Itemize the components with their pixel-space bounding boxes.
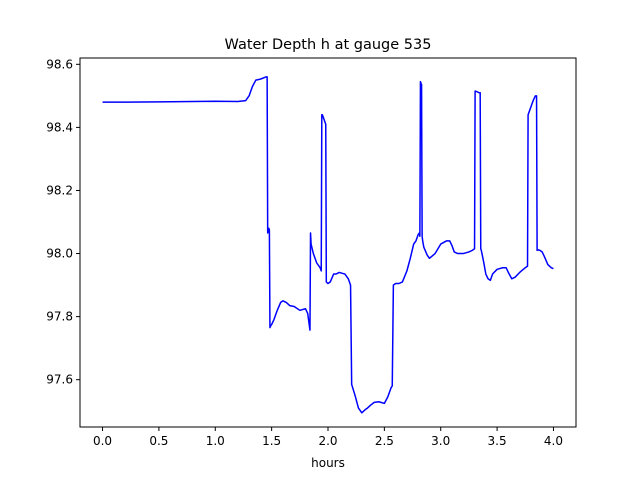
x-tick-label: 1.0 [206,434,225,448]
x-axis-label: hours [311,456,345,470]
y-axis: 97.6 97.8 98.0 98.2 98.4 98.6 [46,57,80,387]
x-tick-label: 0.0 [93,434,112,448]
x-tick-label: 0.5 [149,434,168,448]
y-tick-label: 98.0 [46,247,73,261]
x-tick-label: 2.5 [375,434,394,448]
x-tick-label: 3.0 [431,434,450,448]
y-tick-label: 98.6 [46,57,73,71]
y-tick-label: 97.8 [46,310,73,324]
x-tick-label: 1.5 [262,434,281,448]
series-layer [102,76,554,414]
chart-title: Water Depth h at gauge 535 [225,37,432,53]
x-axis: 0.0 0.5 1.0 1.5 2.0 2.5 3.0 3.5 4.0 [93,427,563,448]
x-tick-label: 2.0 [318,434,337,448]
x-tick-label: 4.0 [544,434,563,448]
y-tick-label: 98.4 [46,120,73,134]
y-tick-label: 97.6 [46,373,73,387]
x-tick-label: 3.5 [488,434,507,448]
y-tick-label: 98.2 [46,183,73,197]
series-line-0 [102,76,554,414]
